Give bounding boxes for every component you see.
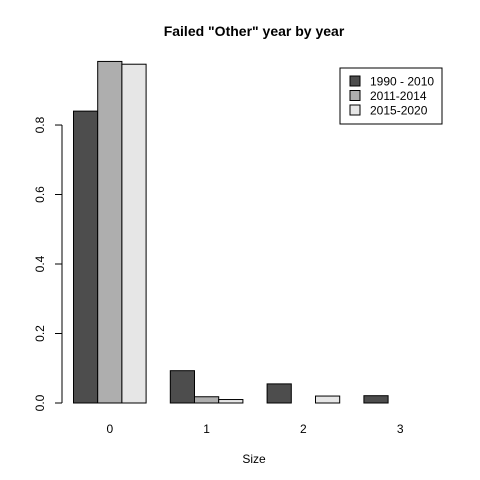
bar-0-series-2: [121, 63, 147, 404]
legend-swatch: [349, 104, 361, 116]
y-axis: 0.0 0.2 0.4 0.6 0.8: [33, 116, 63, 411]
legend-swatch: [349, 90, 361, 101]
bar-2-series-2: [315, 395, 341, 404]
bars-layer: [73, 60, 389, 404]
legend-label: 2015-2020: [370, 104, 428, 118]
y-tick-label: 0.2: [33, 325, 47, 342]
bar-1-series-0: [169, 370, 196, 404]
bar-1-series-1: [194, 396, 220, 404]
legend-swatch: [349, 75, 361, 87]
y-tick-label: 0.8: [33, 116, 47, 133]
bar-2-series-0: [266, 383, 292, 404]
x-axis-label: Size: [242, 452, 266, 466]
chart-title: Failed "Other" year by year: [164, 23, 345, 39]
y-tick-label: 0.4: [33, 255, 47, 272]
x-axis: 0 1 2 3: [106, 422, 403, 436]
legend-label: 1990 - 2010: [370, 75, 434, 89]
y-tick-label: 0.6: [33, 186, 47, 203]
x-tick-label: 0: [106, 422, 113, 436]
x-tick-label: 1: [203, 422, 210, 436]
x-tick-label: 3: [397, 422, 404, 436]
bar-0-series-0: [73, 110, 99, 404]
bar-3-series-0: [363, 395, 389, 404]
x-tick-label: 2: [300, 422, 307, 436]
y-tick-label: 0.0: [33, 394, 47, 411]
bar-0-series-1: [97, 60, 123, 404]
legend-label: 2011-2014: [370, 89, 427, 103]
bar-1-series-2: [218, 399, 244, 404]
